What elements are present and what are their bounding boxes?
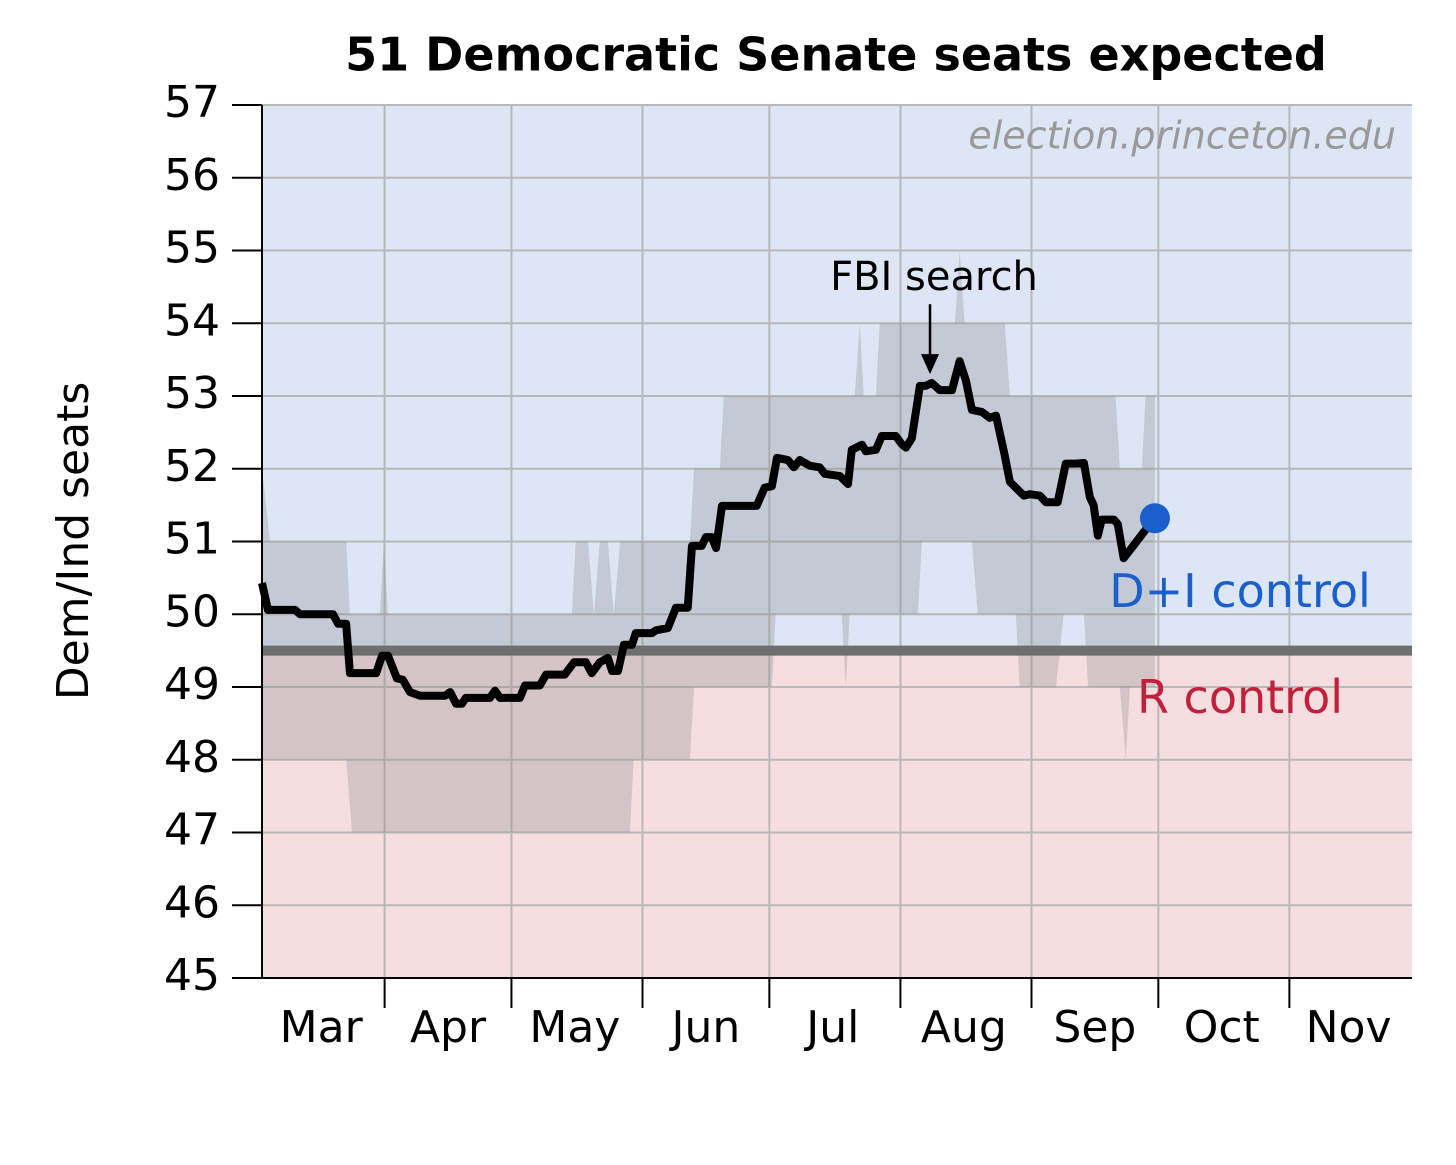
annotation-text: FBI search — [830, 254, 1038, 300]
y-tick-label: 51 — [164, 514, 220, 565]
x-tick-label: May — [529, 1002, 620, 1053]
above-label: D+I control — [1109, 564, 1371, 618]
current-marker — [1139, 503, 1170, 534]
y-tick-label: 52 — [164, 441, 220, 492]
y-tick-label: 46 — [164, 877, 220, 928]
y-axis-label: Dem/Ind seats — [48, 382, 99, 701]
y-tick-label: 55 — [164, 223, 220, 274]
y-tick-label: 53 — [164, 368, 220, 419]
y-tick-label: 49 — [164, 659, 220, 710]
x-tick-label: Oct — [1184, 1002, 1260, 1053]
annotation-arrowhead — [921, 354, 940, 375]
below-label: R control — [1137, 670, 1343, 724]
x-tick-label: Aug — [921, 1002, 1007, 1053]
y-tick-label: 45 — [164, 950, 220, 1001]
y-tick-label: 54 — [164, 295, 220, 346]
x-tick-label: Sep — [1053, 1002, 1136, 1053]
above-region — [262, 105, 1412, 651]
y-tick-label: 48 — [164, 732, 220, 783]
chart-title: 51 Democratic Senate seats expected — [345, 28, 1327, 82]
x-tick-label: Nov — [1306, 1002, 1392, 1053]
watermark: election.princeton.edu — [968, 114, 1396, 158]
y-tick-label: 57 — [164, 77, 220, 128]
x-tick-label: Jul — [803, 1002, 859, 1053]
y-tick-label: 56 — [164, 150, 220, 201]
x-tick-label: Mar — [280, 1002, 364, 1053]
y-tick-label: 47 — [164, 805, 220, 856]
x-tick-label: Jun — [669, 1002, 741, 1053]
y-tick-label: 50 — [164, 586, 220, 637]
x-tick-label: Apr — [410, 1002, 487, 1053]
data-line — [258, 357, 1159, 708]
range-band — [262, 250, 1155, 833]
